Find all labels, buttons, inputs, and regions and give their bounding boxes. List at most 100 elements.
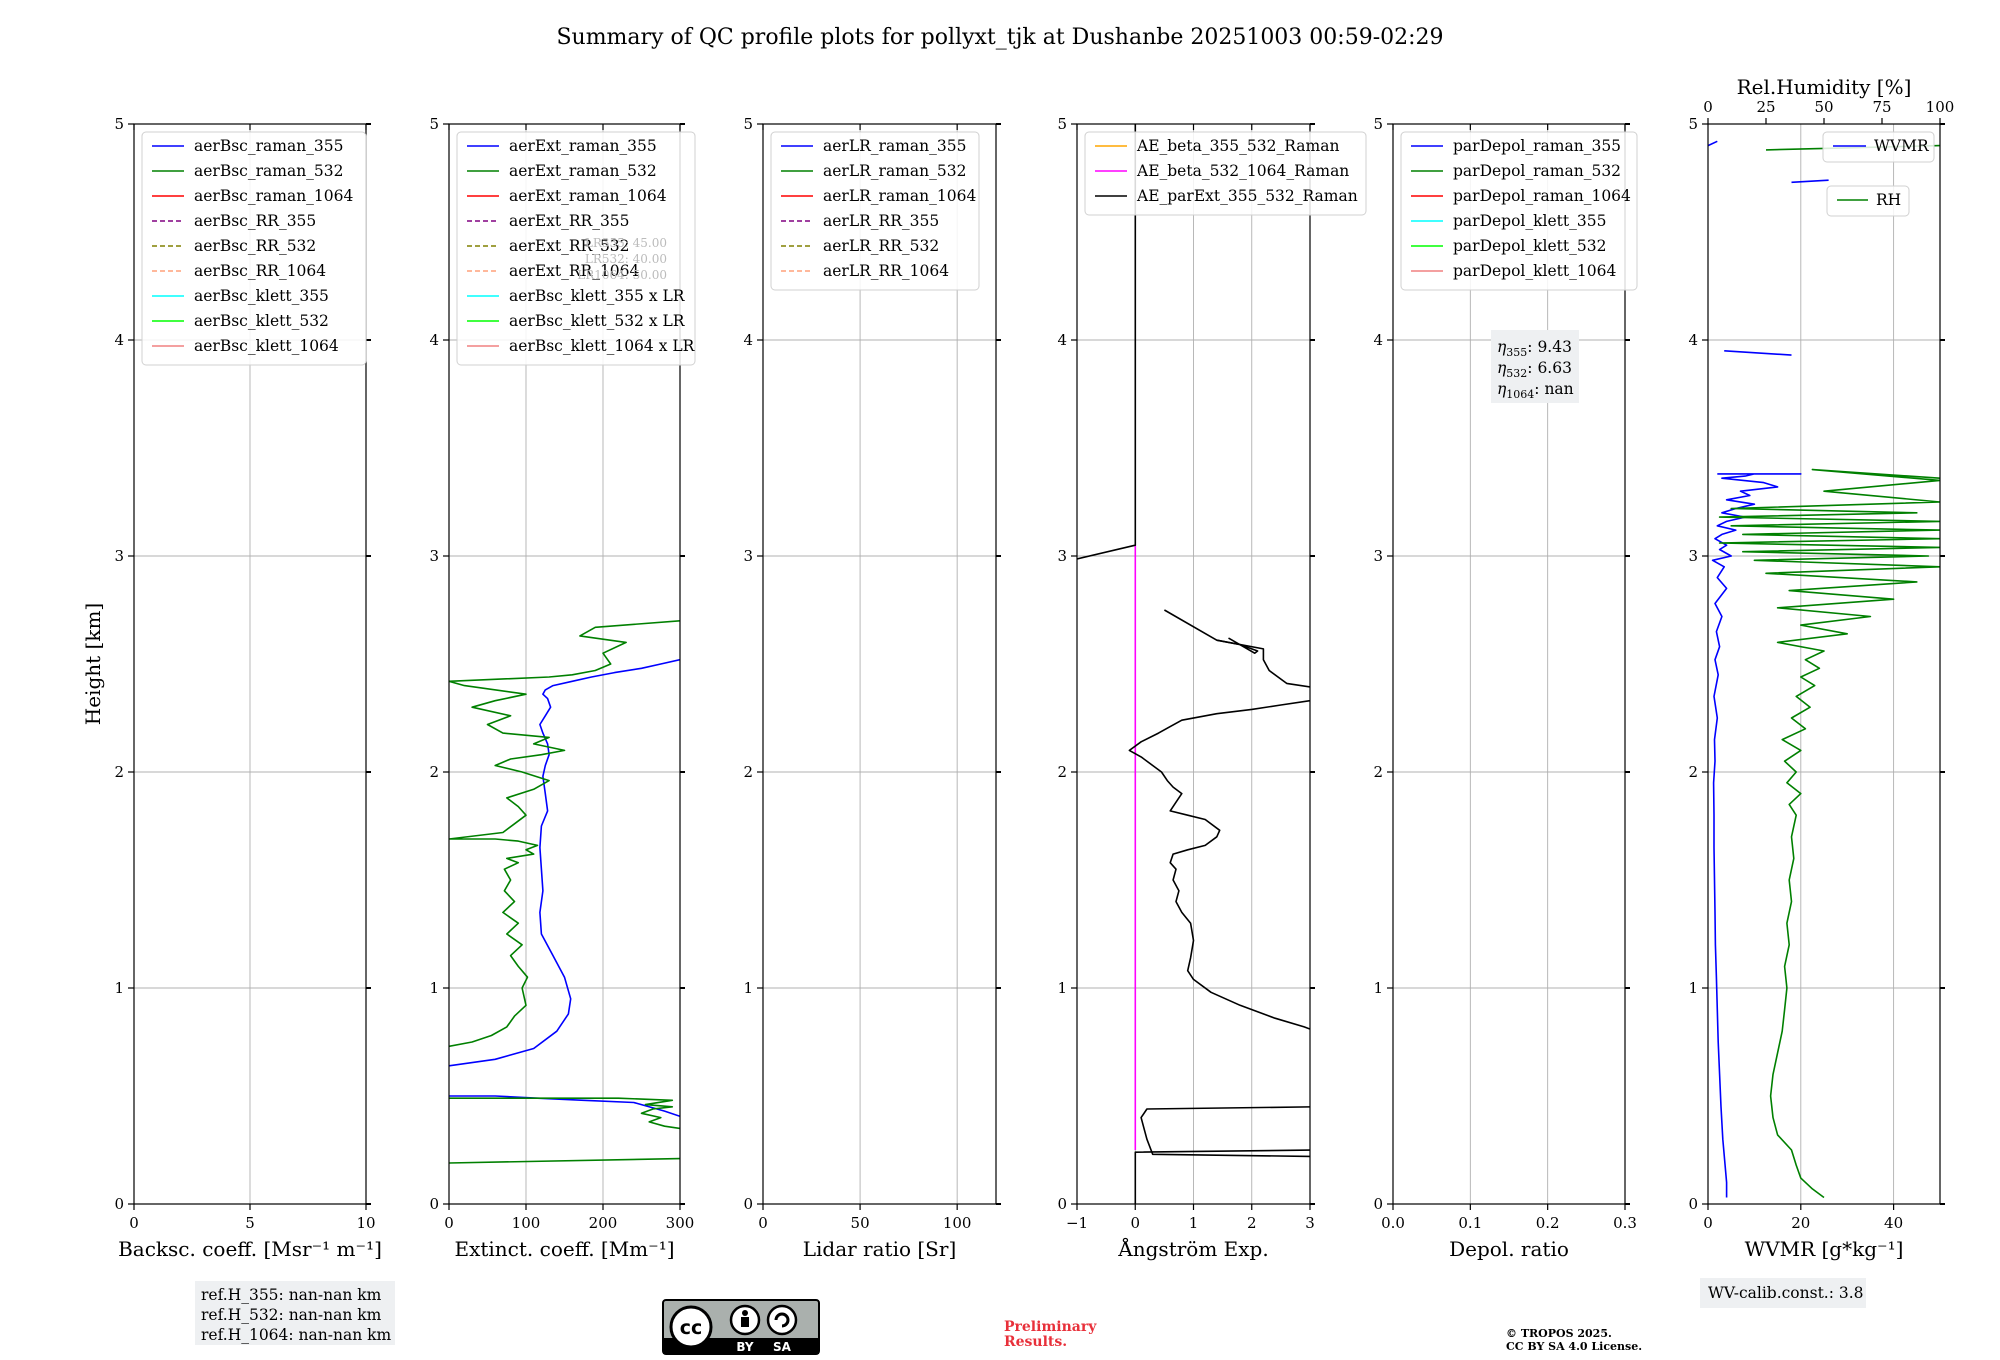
lr-note-line: LR355: 45.00 [585,236,667,250]
y-tick-label: 2 [429,763,439,781]
y-tick-label: 1 [1057,979,1067,997]
legend-box [770,131,980,291]
series-aerExt_raman_532 [449,1097,680,1130]
y-tick-label: 1 [429,979,439,997]
panel-depol: 0.0 0.1 0.2 0.3 0 1 2 3 4 5 Depol. ratio parDepol_r… [1373,115,1638,1261]
eta-line: η532: 6.63 [1497,359,1572,380]
x-tick-label: −1 [1066,1214,1088,1232]
top-x-tick-label: 75 [1872,98,1891,116]
series-aerExt_raman_355 [449,658,680,1067]
y-tick-label: 5 [1373,115,1383,133]
legend-entry: aerBsc_klett_532 [194,312,329,330]
legend-entry: parDepol_raman_1064 [1453,187,1631,205]
y-tick-label: 3 [1688,547,1698,565]
y-tick-label: 4 [429,331,439,349]
x-axis-label: WVMR [g*kg⁻¹] [1745,1237,1904,1261]
legend-entry: aerExt_RR_355 [509,212,630,230]
legend-entry: aerExt_raman_532 [509,162,657,180]
legend-entry: aerLR_raman_355 [823,137,966,155]
y-tick-label: 0 [743,1195,753,1213]
legend-entry: aerLR_RR_1064 [823,262,949,280]
top-x-axis-label: Rel.Humidity [%] [1737,75,1912,99]
legend-entry: aerBsc_raman_532 [194,162,344,180]
legend-entry: aerBsc_RR_355 [194,212,316,230]
figure-title: Summary of QC profile plots for pollyxt_… [556,25,1443,50]
ref-height-line: ref.H_532: nan-nan km [201,1306,382,1324]
legend-rh: RH [1826,185,1910,217]
panel-ext: 0 100 200 300 0 1 2 3 4 5 Extinct. coeff. [Mm⁻¹] ae… [429,115,695,1261]
y-tick-label: 3 [429,547,439,565]
series-AE_parExt_355_532_Raman [1140,1106,1310,1158]
x-axis-label: Extinct. coeff. [Mm⁻¹] [454,1237,674,1261]
svg-text:cc: cc [680,1317,703,1339]
y-tick-label: 0 [1373,1195,1383,1213]
legend-entry: AE_parExt_355_532_Raman [1136,187,1358,205]
series-WVMR [1724,350,1792,356]
wv-calib-box: WV-calib.const.: 3.8 [1700,1278,1866,1308]
legend-entry: aerLR_RR_532 [823,237,939,255]
series-group [1077,124,1310,1204]
y-tick-label: 5 [1057,115,1067,133]
series-AE_parExt_355_532_Raman [1216,637,1259,655]
top-x-tick-label: 50 [1814,98,1833,116]
x-tick-label: 0 [1130,1214,1140,1232]
y-tick-label: 5 [429,115,439,133]
lr-note-line: LR1064: 50.00 [577,268,667,282]
ref-height-line: ref.H_1064: nan-nan km [201,1326,392,1344]
series-RH [1718,468,1940,1199]
y-tick-label: 5 [114,115,124,133]
legend-box [1826,185,1910,217]
legend-wvmr: WVMR [1822,131,1935,163]
y-tick-label: 4 [114,331,124,349]
series-aerExt_raman_532 [449,620,680,1048]
axes-frame [1707,123,1941,1205]
y-tick-label: 1 [1373,979,1383,997]
note-bg [1491,330,1579,403]
ref-height-box: ref.H_355: nan-nan km ref.H_532: nan-nan … [195,1281,395,1345]
y-tick-label: 3 [743,547,753,565]
y-tick-label: 1 [114,979,124,997]
y-tick-label: 5 [1688,115,1698,133]
legend-entry: aerBsc_RR_1064 [194,262,326,280]
x-tick-label: 10 [356,1214,375,1232]
y-tick-label: 1 [1688,979,1698,997]
panel-wv: 0 20 40 0 1 2 3 4 5 WVMR [g*kg⁻¹] 0 25 50 75 100 Rel.Hu… [1688,75,1954,1308]
series-aerExt_raman_355 [449,1095,680,1118]
legend-box [456,131,696,366]
legend-box [1084,131,1367,216]
y-tick-label: 5 [743,115,753,133]
legend: aerLR_raman_355 aerLR_raman_532 aerLR_rama… [770,131,980,291]
legend: aerExt_raman_355 aerExt_raman_532 aerExt_r… [456,131,696,366]
legend-entry: aerBsc_klett_532 x LR [509,312,686,330]
x-tick-label: 1 [1189,1214,1199,1232]
x-tick-label: 40 [1884,1214,1903,1232]
x-axis-label: Depol. ratio [1449,1237,1569,1261]
y-tick-label: 0 [114,1195,124,1213]
y-tick-label: 0 [1688,1195,1698,1213]
x-axis-label: Ångström Exp. [1117,1236,1268,1261]
eta-line: η1064: nan [1497,380,1574,401]
cc-license-badge: cc BY SA [662,1299,820,1355]
eta-line: η355: 9.43 [1497,338,1572,359]
panel-lr: 0 50 100 0 1 2 3 4 5 Lidar ratio [Sr] aerLR_raman_… [743,115,1001,1261]
legend-entry: WVMR [1874,137,1930,155]
x-tick-label: 5 [245,1214,255,1232]
x-tick-label: 0.3 [1613,1214,1637,1232]
legend-entry: aerBsc_klett_1064 [194,337,339,355]
legend-box [141,131,367,366]
series-aerExt_raman_532 [449,1157,680,1164]
note-bg [1700,1278,1866,1308]
cc-by-label: BY [736,1340,753,1354]
axes-frame [448,123,681,1205]
x-tick-label: 0.0 [1381,1214,1405,1232]
series-WVMR [1791,179,1829,184]
top-x-tick-label: 0 [1703,98,1713,116]
series-AE_parExt_355_532_Raman [1164,609,1310,688]
legend-entry: aerBsc_raman_1064 [194,187,354,205]
axes-frame [762,123,997,1205]
x-tick-label: 100 [943,1214,972,1232]
legend-entry: aerBsc_raman_355 [194,137,344,155]
